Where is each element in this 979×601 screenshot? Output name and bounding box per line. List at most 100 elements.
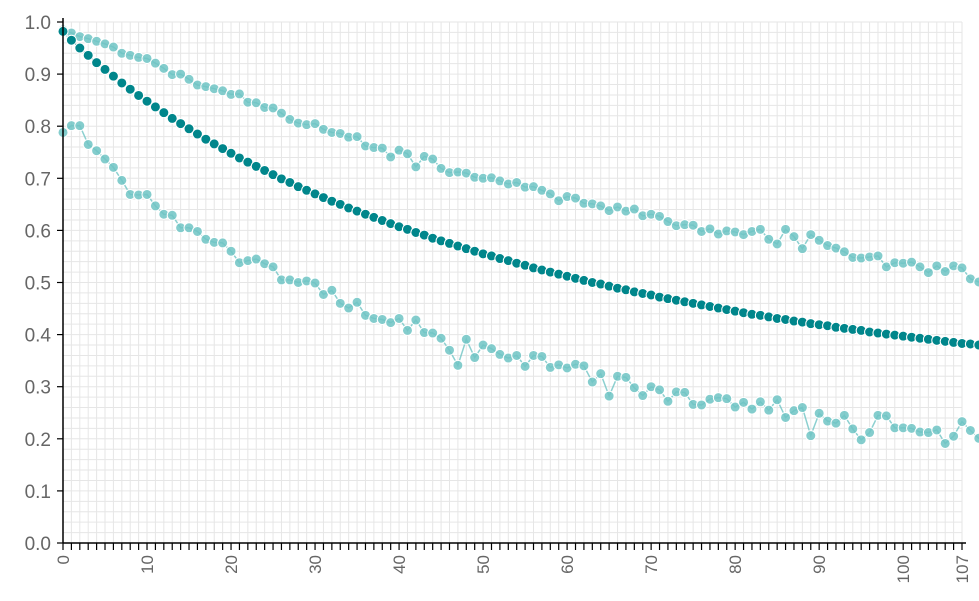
- data-point-lower[interactable]: [486, 343, 497, 355]
- data-point-lower[interactable]: [107, 161, 119, 173]
- data-point-upper[interactable]: [813, 234, 825, 246]
- data-point-lower[interactable]: [964, 424, 976, 436]
- data-point-upper[interactable]: [595, 200, 607, 212]
- data-point-mean[interactable]: [141, 95, 153, 107]
- data-point-lower[interactable]: [519, 360, 531, 372]
- data-point-mean[interactable]: [149, 101, 161, 113]
- data-point-mean[interactable]: [175, 118, 187, 130]
- data-point-lower[interactable]: [141, 188, 153, 200]
- data-point-upper[interactable]: [250, 97, 262, 109]
- data-point-lower[interactable]: [830, 417, 842, 429]
- data-point-upper[interactable]: [141, 52, 153, 64]
- data-point-upper[interactable]: [511, 176, 523, 188]
- data-point-mean[interactable]: [183, 123, 195, 135]
- data-point-mean[interactable]: [99, 63, 111, 75]
- data-point-mean[interactable]: [208, 138, 220, 150]
- data-point-upper[interactable]: [788, 231, 800, 243]
- data-point-lower[interactable]: [536, 350, 548, 362]
- data-point-lower[interactable]: [99, 153, 111, 165]
- data-point-lower[interactable]: [948, 430, 960, 442]
- data-point-lower[interactable]: [780, 411, 792, 423]
- data-point-lower[interactable]: [721, 393, 733, 405]
- data-point-lower[interactable]: [662, 395, 674, 407]
- data-point-upper[interactable]: [796, 243, 808, 255]
- data-point-upper[interactable]: [922, 267, 934, 279]
- data-point-lower[interactable]: [410, 314, 422, 326]
- data-point-lower[interactable]: [309, 277, 321, 289]
- data-point-lower[interactable]: [679, 386, 691, 398]
- data-point-mean[interactable]: [116, 77, 128, 89]
- data-point-lower[interactable]: [956, 416, 968, 428]
- data-point-upper[interactable]: [175, 68, 187, 80]
- data-point-mean[interactable]: [225, 147, 237, 159]
- data-point-upper[interactable]: [570, 192, 582, 204]
- data-point-lower[interactable]: [796, 402, 808, 414]
- data-point-lower[interactable]: [637, 390, 649, 402]
- data-point-mean[interactable]: [65, 34, 77, 46]
- data-point-lower[interactable]: [738, 396, 750, 408]
- data-point-upper[interactable]: [401, 148, 413, 160]
- data-point-upper[interactable]: [107, 41, 119, 53]
- data-point-upper[interactable]: [158, 62, 170, 74]
- data-point-lower[interactable]: [469, 352, 481, 364]
- data-point-lower[interactable]: [595, 368, 607, 380]
- data-point-lower[interactable]: [217, 237, 229, 249]
- data-point-lower[interactable]: [326, 284, 338, 296]
- data-point-lower[interactable]: [763, 404, 775, 416]
- data-point-upper[interactable]: [654, 210, 666, 222]
- data-point-lower[interactable]: [805, 430, 817, 442]
- data-point-lower[interactable]: [813, 407, 825, 419]
- data-point-lower[interactable]: [149, 200, 161, 212]
- data-point-upper[interactable]: [427, 153, 439, 165]
- data-point-upper[interactable]: [704, 223, 716, 235]
- data-point-upper[interactable]: [931, 260, 943, 272]
- data-point-mean[interactable]: [91, 57, 103, 69]
- data-point-upper[interactable]: [183, 73, 195, 85]
- data-point-upper[interactable]: [410, 161, 422, 173]
- data-point-lower[interactable]: [880, 410, 892, 422]
- data-point-lower[interactable]: [654, 384, 666, 396]
- data-point-upper[interactable]: [687, 219, 699, 231]
- data-point-upper[interactable]: [233, 88, 245, 100]
- data-point-upper[interactable]: [973, 276, 979, 288]
- data-point-lower[interactable]: [746, 403, 758, 415]
- data-point-lower[interactable]: [603, 390, 615, 402]
- data-point-lower[interactable]: [74, 120, 86, 132]
- data-point-upper[interactable]: [763, 233, 775, 245]
- data-point-lower[interactable]: [443, 344, 455, 356]
- data-point-upper[interactable]: [805, 229, 817, 241]
- data-point-lower[interactable]: [91, 145, 103, 157]
- data-point-lower[interactable]: [628, 382, 640, 394]
- data-point-upper[interactable]: [376, 142, 388, 154]
- data-point-lower[interactable]: [435, 332, 447, 344]
- data-point-lower[interactable]: [427, 327, 439, 339]
- data-point-lower[interactable]: [771, 394, 783, 406]
- data-point-lower[interactable]: [864, 427, 876, 439]
- data-point-lower[interactable]: [586, 376, 598, 388]
- data-point-upper[interactable]: [275, 107, 287, 119]
- data-point-lower[interactable]: [343, 302, 355, 314]
- data-point-mean[interactable]: [74, 42, 86, 54]
- data-point-upper[interactable]: [754, 223, 766, 235]
- data-point-mean[interactable]: [158, 107, 170, 119]
- data-point-upper[interactable]: [872, 250, 884, 262]
- data-point-upper[interactable]: [939, 266, 951, 278]
- data-point-lower[interactable]: [847, 423, 859, 435]
- data-point-lower[interactable]: [578, 360, 590, 372]
- data-point-upper[interactable]: [351, 131, 363, 143]
- data-point-mean[interactable]: [200, 133, 212, 145]
- data-point-mean[interactable]: [973, 339, 979, 351]
- data-point-lower[interactable]: [250, 253, 262, 265]
- data-point-mean[interactable]: [166, 112, 178, 124]
- data-point-lower[interactable]: [620, 371, 632, 383]
- data-point-mean[interactable]: [191, 128, 203, 140]
- data-point-upper[interactable]: [906, 256, 918, 268]
- data-point-lower[interactable]: [838, 409, 850, 421]
- data-point-lower[interactable]: [452, 359, 464, 371]
- data-point-lower[interactable]: [931, 424, 943, 436]
- data-point-upper[interactable]: [267, 102, 279, 114]
- data-point-lower[interactable]: [225, 245, 237, 257]
- data-point-lower[interactable]: [166, 209, 178, 221]
- data-point-lower[interactable]: [401, 324, 413, 336]
- data-point-lower[interactable]: [116, 174, 128, 186]
